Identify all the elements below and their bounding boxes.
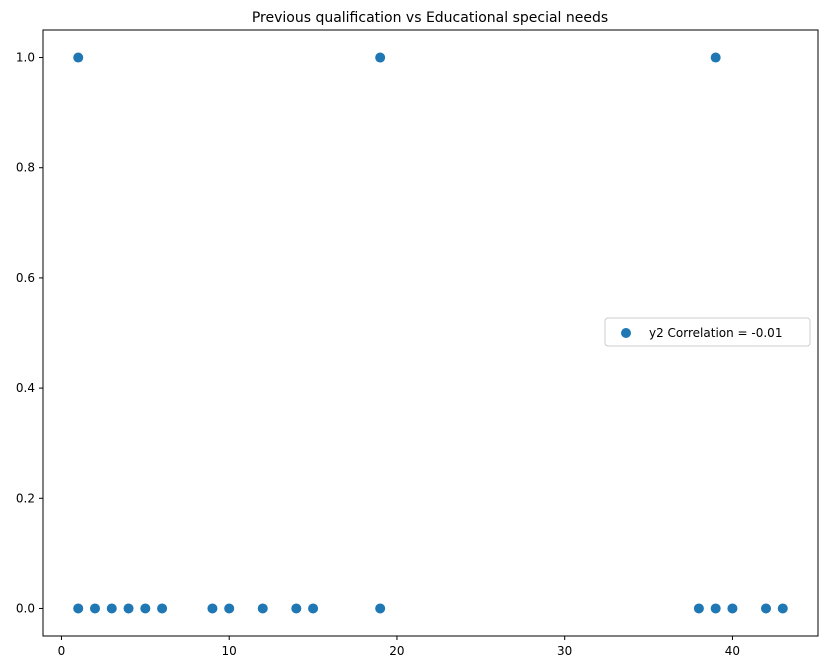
data-point — [375, 603, 386, 614]
data-point — [710, 52, 721, 63]
y-tick-label: 0.2 — [16, 491, 35, 505]
y-tick-label: 0.6 — [16, 271, 35, 285]
data-point — [727, 603, 738, 614]
data-point — [710, 603, 721, 614]
data-point — [291, 603, 302, 614]
legend: y2 Correlation = -0.01 — [604, 317, 811, 347]
data-point — [207, 603, 218, 614]
data-point — [777, 603, 788, 614]
x-tick-label: 0 — [58, 644, 66, 658]
data-point — [257, 603, 268, 614]
data-point — [693, 603, 704, 614]
legend-box — [604, 317, 811, 347]
data-point — [123, 603, 134, 614]
x-tick-label: 20 — [389, 644, 404, 658]
data-point — [73, 603, 84, 614]
plot-frame — [42, 29, 819, 637]
data-point — [106, 603, 117, 614]
legend-marker — [621, 328, 631, 338]
data-point — [224, 603, 235, 614]
data-point — [157, 603, 168, 614]
data-point — [90, 603, 101, 614]
x-tick-label: 40 — [725, 644, 740, 658]
x-tick-label: 30 — [557, 644, 572, 658]
data-point — [375, 52, 386, 63]
x-axis: 0 10 20 30 40 — [58, 636, 740, 658]
data-point — [140, 603, 151, 614]
chart-title: Previous qualification vs Educational sp… — [252, 10, 608, 26]
y-tick-label: 0.0 — [16, 601, 35, 615]
data-point — [760, 603, 771, 614]
y-tick-label: 1.0 — [16, 51, 35, 65]
y-axis: 0.0 0.2 0.4 0.6 0.8 1.0 — [16, 51, 43, 615]
legend-label: y2 Correlation = -0.01 — [649, 326, 782, 340]
y-tick-label: 0.4 — [16, 381, 35, 395]
x-tick-label: 10 — [222, 644, 237, 658]
data-point — [73, 52, 84, 63]
data-points — [73, 52, 788, 614]
data-point — [308, 603, 319, 614]
y-tick-label: 0.8 — [16, 161, 35, 175]
